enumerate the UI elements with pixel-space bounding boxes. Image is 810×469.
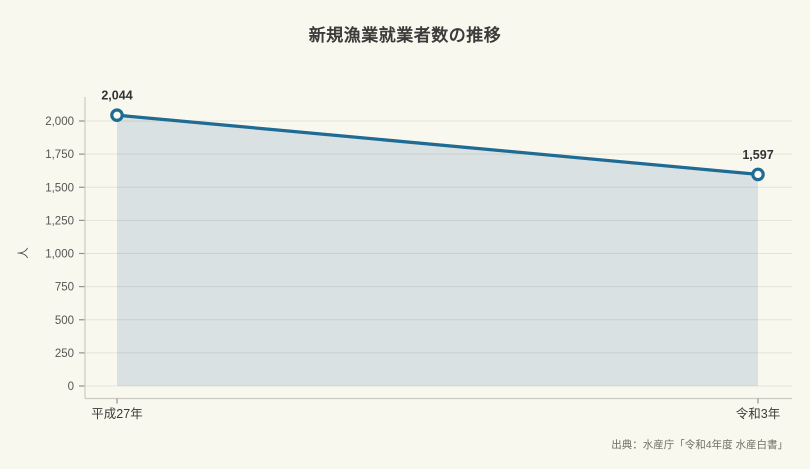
y-tick-label: 2,000 [45,116,74,128]
y-tick-label: 0 [68,381,74,393]
x-tick-label: 平成27年 [91,407,142,421]
y-tick-label: 1,000 [45,249,74,261]
data-point [110,108,124,122]
y-tick-label: 750 [55,282,74,294]
data-line [116,113,759,177]
y-tick-label: 1,750 [45,149,74,161]
y-tick-label: 1,500 [45,182,74,194]
x-tick-label: 令和3年 [736,406,780,421]
data-point [751,167,765,182]
point-value-label: 2,044 [101,89,132,103]
area-fill [117,115,758,387]
y-tick-label: 500 [55,315,74,327]
point-value-label: 1,597 [742,148,773,162]
source-note: 出典：水産庁「令和4年度 水産白書」 [611,439,788,451]
y-tick-label: 250 [55,348,74,360]
y-tick-label: 1,250 [45,215,74,227]
y-axis-label: 人 [17,247,30,259]
chart-title: 新規漁業就業者数の推移 [308,26,502,45]
